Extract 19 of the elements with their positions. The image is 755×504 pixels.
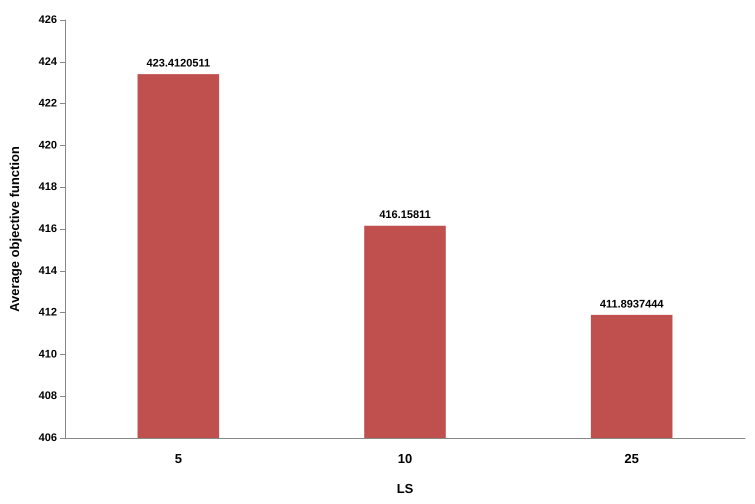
y-tick-label: 418 [38,181,57,194]
y-tick-label: 424 [38,56,58,68]
x-axis-title: LS [396,481,414,496]
y-axis-title: Average objective function [7,146,22,312]
data-label: 416.15811 [379,209,431,222]
data-label: 423.4120511 [146,58,210,70]
x-tick-label: 10 [398,451,412,466]
data-label: 411.8937444 [600,298,664,310]
y-tick-label: 420 [38,139,57,152]
y-tick-label: 408 [38,390,57,402]
y-tick-label: 412 [38,306,57,319]
y-tick-label: 426 [38,14,57,26]
y-tick-label: 422 [38,98,57,110]
y-tick-label: 406 [38,432,57,444]
x-tick-label: 25 [624,451,639,466]
y-tick-label: 416 [38,223,57,235]
y-tick-label: 410 [38,348,57,360]
x-tick-label: 5 [174,451,182,466]
y-tick-label: 414 [38,264,58,277]
